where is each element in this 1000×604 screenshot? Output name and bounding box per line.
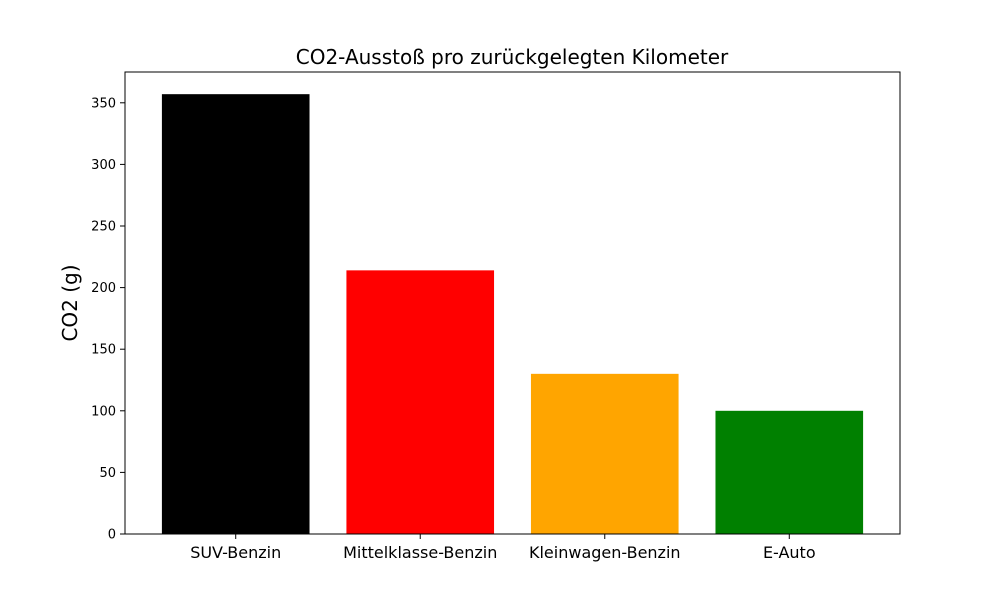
y-tick-label: 150 xyxy=(91,343,116,358)
bars xyxy=(161,94,864,535)
bar-e-auto xyxy=(715,410,864,534)
x-tick-label: E-Auto xyxy=(763,543,816,562)
y-tick-label: 300 xyxy=(91,158,116,173)
y-tick-label: 0 xyxy=(108,528,116,543)
x-tick-label: SUV-Benzin xyxy=(190,543,281,562)
y-tick-label: 200 xyxy=(91,281,116,296)
bar-suv-benzin xyxy=(161,94,310,535)
bar-mittelklasse-benzin xyxy=(346,270,495,534)
x-tick-label: Mittelklasse-Benzin xyxy=(343,543,497,562)
plot-frame xyxy=(124,71,901,535)
x-axis-ticks: SUV-Benzin Mittelklasse-Benzin Kleinwagen-… xyxy=(190,534,816,562)
y-tick-label: 250 xyxy=(91,220,116,235)
chart-title: CO2-Ausstoß pro zurückgelegten Kilometer xyxy=(296,45,729,69)
y-axis-label: CO2 (g) xyxy=(58,264,82,341)
y-tick-label: 50 xyxy=(99,466,116,481)
y-axis-ticks: 0 50 100 150 200 250 300 350 xyxy=(91,96,125,543)
y-tick-label: 350 xyxy=(91,96,116,111)
bar-kleinwagen-benzin xyxy=(530,373,679,534)
x-tick-label: Kleinwagen-Benzin xyxy=(529,543,681,562)
y-tick-label: 100 xyxy=(91,404,116,419)
